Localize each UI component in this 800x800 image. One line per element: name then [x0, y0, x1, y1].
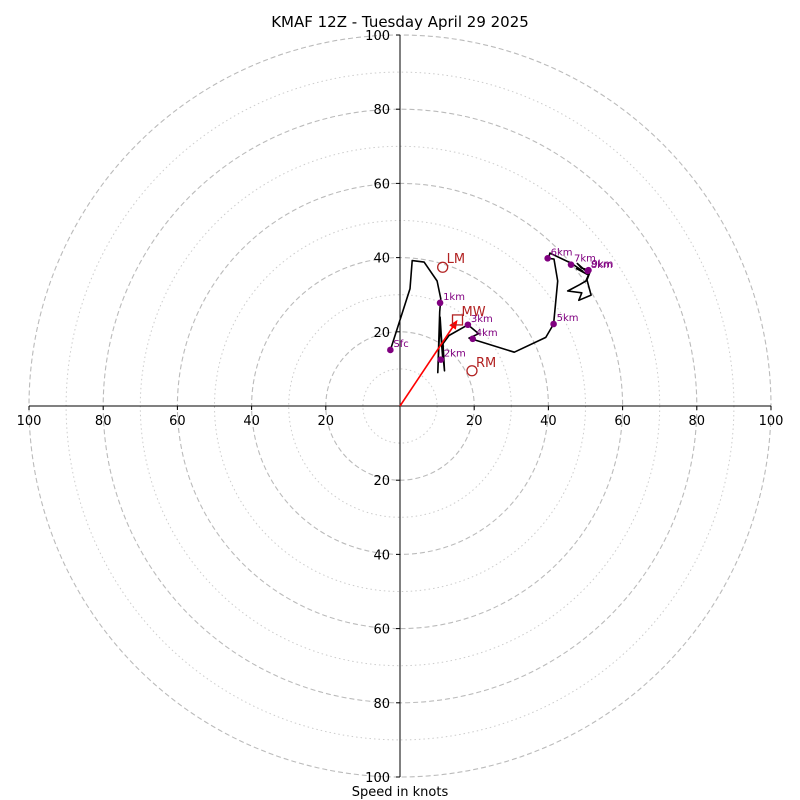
point-label-9km: 9km	[591, 259, 613, 270]
y-tick-label: 80	[373, 103, 390, 118]
point-1km	[436, 299, 444, 307]
x-tick-label: 20	[318, 414, 335, 429]
hodograph-trace	[389, 252, 592, 374]
point-label-2km: 2km	[444, 349, 466, 360]
y-tick-label: 20	[373, 326, 390, 341]
point-9km	[585, 266, 592, 274]
motion-marker-rm	[466, 365, 478, 377]
point-label-5km: 5km	[557, 313, 579, 324]
x-tick-label: 80	[95, 414, 112, 429]
point-5km	[550, 320, 557, 328]
wind-trace-line	[389, 252, 592, 374]
y-tick-label: 60	[373, 177, 390, 192]
motion-label-rm: RM	[476, 356, 496, 371]
point-2km	[437, 356, 445, 363]
chart-title: KMAF 12Z - Tuesday April 29 2025	[271, 13, 529, 31]
mean-wind-arrow	[399, 322, 456, 407]
x-tick-label: 80	[689, 414, 706, 429]
x-tick-label: 20	[466, 414, 483, 429]
point-label-sfc: Sfc	[393, 339, 408, 350]
y-tick-label: 60	[373, 623, 390, 638]
motion-marker-lm	[437, 261, 449, 273]
x-tick-label: 60	[169, 414, 186, 429]
y-tick-label: 40	[373, 548, 390, 563]
x-tick-label: 100	[17, 414, 42, 429]
tick-labels: 100 80 60 40 20 20 40 60 80 100 100 80 60 40 20 20 40 60 8…	[17, 29, 784, 786]
point-label-1km: 1km	[443, 292, 465, 303]
x-tick-label: 60	[614, 414, 631, 429]
motion-label-lm: LM	[447, 252, 465, 267]
point-6km	[544, 255, 551, 262]
y-tick-label: 100	[365, 29, 390, 44]
motion-label-mw: MW	[462, 305, 486, 320]
motion-marker-mw	[451, 314, 464, 326]
x-tick-label: 40	[243, 414, 260, 429]
point-4km	[469, 335, 477, 343]
point-label-8km: 8km	[591, 260, 613, 271]
point-label-7km: 7km	[574, 254, 596, 265]
y-tick-label: 20	[373, 474, 390, 489]
point-3km	[464, 321, 472, 329]
x-axis-label: Speed in knots	[352, 785, 449, 800]
x-tick-label: 100	[759, 414, 784, 429]
y-tick-label: 100	[365, 771, 390, 786]
y-tick-label: 40	[373, 252, 390, 267]
y-tick-label: 80	[373, 697, 390, 712]
point-sfc	[387, 346, 394, 354]
point-label-3km: 3km	[471, 314, 493, 325]
x-tick-label: 40	[540, 414, 557, 429]
storm-motions: LM MW RM	[399, 252, 496, 407]
point-label-4km: 4km	[476, 328, 498, 339]
point-7km	[567, 261, 575, 268]
point-label-6km: 6km	[551, 247, 573, 258]
